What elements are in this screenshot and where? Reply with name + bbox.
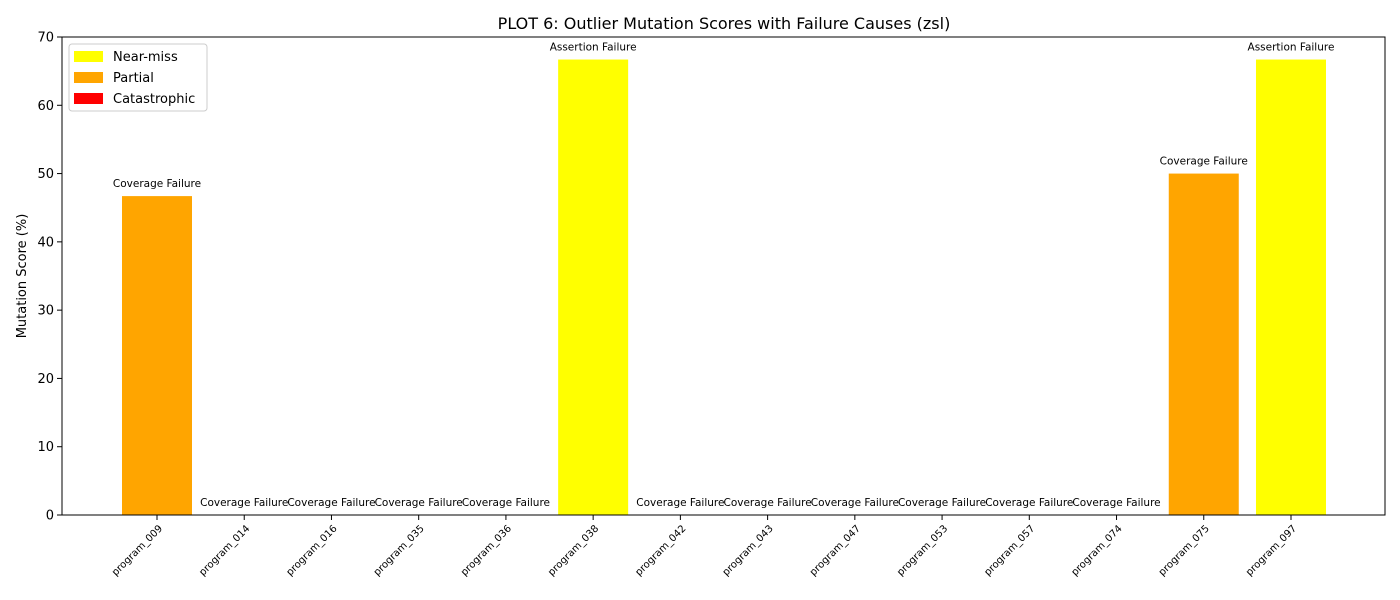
bar-program_075 [1168, 173, 1239, 516]
bars-layer [122, 59, 1326, 516]
x-tick-label: program_057 [982, 523, 1037, 578]
legend: Near-miss Partial Catastrophic [68, 43, 208, 112]
legend-swatch [74, 72, 103, 83]
bar-annotation: Coverage Failure [462, 497, 550, 509]
bar-annotation: Coverage Failure [287, 497, 375, 509]
legend-swatch [74, 93, 103, 104]
y-axis-label: Mutation Score (%) [15, 214, 30, 339]
y-tick-label: 0 [46, 509, 54, 524]
bar-annotation: Coverage Failure [375, 497, 463, 509]
bar-annotation: Assertion Failure [550, 42, 637, 54]
bar-program_097 [1255, 59, 1326, 515]
x-tick-label: program_074 [1070, 523, 1125, 578]
bar-program_009 [122, 196, 192, 515]
bar-annotation: Assertion Failure [1248, 42, 1335, 54]
x-tick-label: program_009 [110, 523, 165, 578]
bar-annotation: Coverage Failure [200, 497, 288, 509]
x-tick-label: program_097 [1244, 523, 1299, 578]
bar-annotation: Coverage Failure [113, 178, 201, 190]
x-tick-label: program_038 [546, 523, 601, 578]
chart-title: PLOT 6: Outlier Mutation Scores with Fai… [498, 14, 951, 33]
x-tick-label: program_053 [895, 523, 950, 578]
y-axis: 0 10 20 30 40 50 60 70 [37, 31, 62, 524]
x-tick-label: program_036 [459, 523, 514, 578]
bar-annotation: Coverage Failure [724, 497, 812, 509]
x-axis: program_009 program_014 program_016 program… [110, 515, 1299, 578]
legend-label: Partial [113, 71, 154, 86]
bar-annotation: Coverage Failure [636, 497, 724, 509]
bar-annotation: Coverage Failure [1072, 497, 1160, 509]
bar-annotation: Coverage Failure [811, 497, 899, 509]
legend-box [68, 43, 208, 112]
x-tick-label: program_075 [1157, 523, 1212, 578]
x-tick-label: program_016 [285, 523, 340, 578]
x-tick-label: program_043 [721, 523, 776, 578]
y-tick-label: 40 [37, 235, 54, 250]
y-tick-label: 50 [37, 167, 54, 182]
bar-annotation: Coverage Failure [985, 497, 1073, 509]
x-tick-label: program_042 [634, 523, 689, 578]
y-tick-label: 10 [37, 440, 54, 455]
legend-label: Catastrophic [113, 92, 195, 107]
bar-program_038 [558, 59, 629, 515]
legend-label: Near-miss [113, 50, 178, 65]
bar-annotation: Coverage Failure [1160, 156, 1248, 168]
y-tick-label: 30 [37, 304, 54, 319]
y-tick-label: 70 [37, 31, 54, 46]
x-tick-label: program_047 [808, 523, 863, 578]
bar-annotation: Coverage Failure [898, 497, 986, 509]
plot-frame [61, 36, 1386, 516]
y-tick-label: 20 [37, 372, 54, 387]
x-tick-label: program_035 [372, 523, 427, 578]
x-tick-label: program_014 [197, 523, 252, 578]
y-tick-label: 60 [37, 99, 54, 114]
legend-swatch [74, 51, 103, 62]
